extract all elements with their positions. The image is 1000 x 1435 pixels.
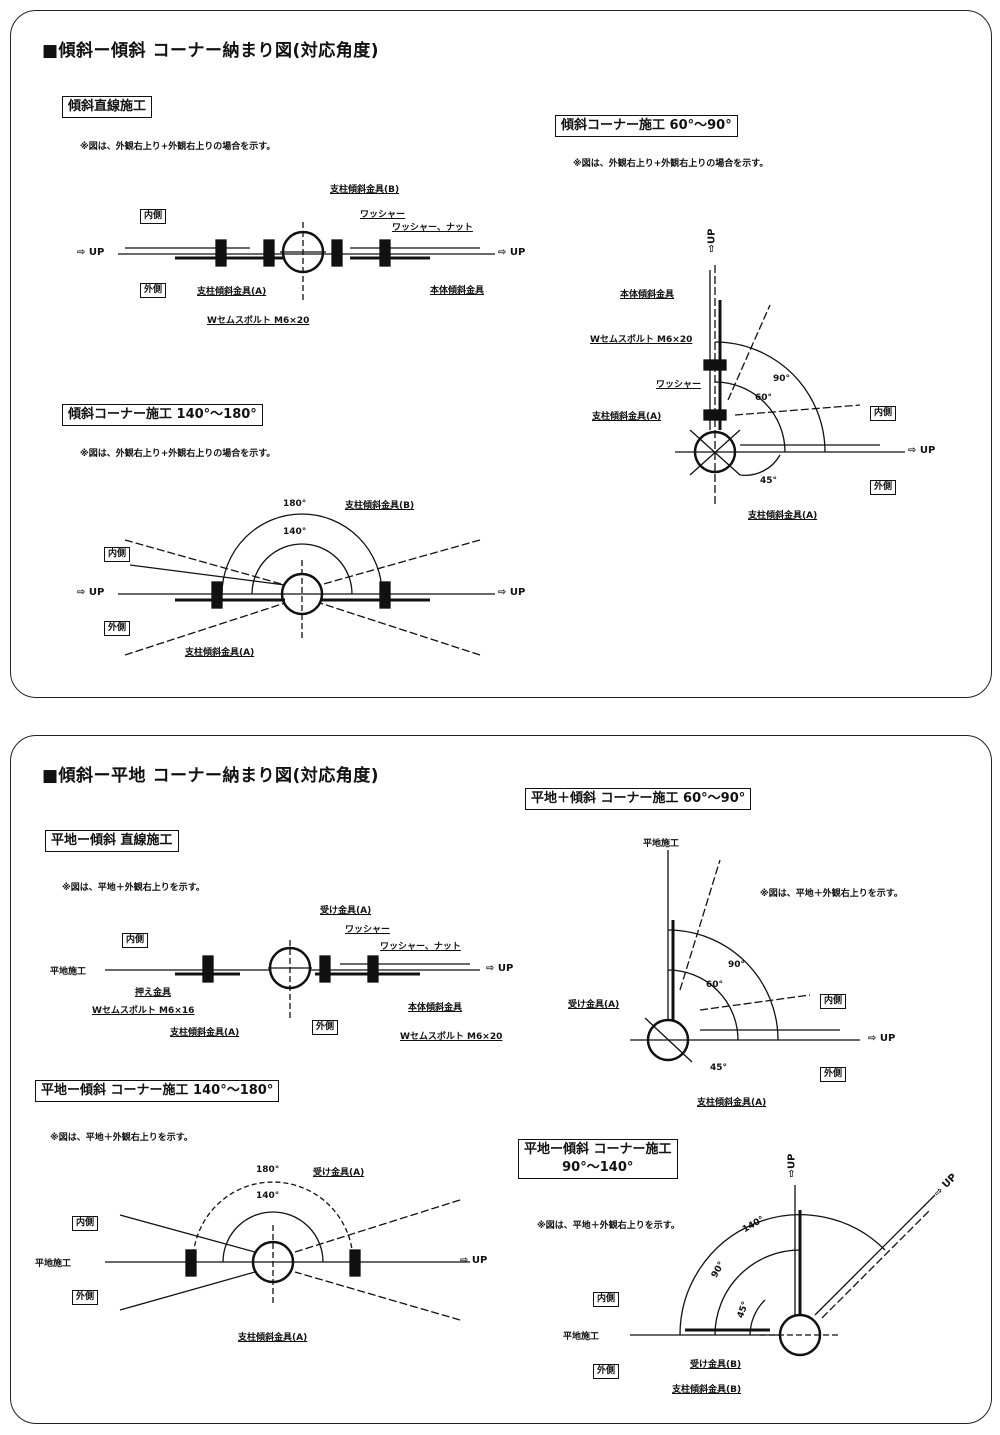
flat-construction-label: 平地施工 — [563, 1332, 600, 1342]
part-label: 支柱傾斜金具(A) — [170, 1028, 240, 1038]
up-arrow-right: ⇨ UP — [498, 587, 526, 598]
note: ※図は、平地＋外観右上りを示す。 — [50, 1133, 193, 1143]
section-title-line2: 90°〜140° — [562, 1160, 634, 1175]
part-label: ワッシャー — [345, 925, 391, 935]
part-label: 支柱傾斜金具(A) — [185, 648, 255, 658]
section-title: 傾斜コーナー施工 60°〜90° — [555, 115, 738, 137]
drawing-flat-corner-60 — [630, 850, 860, 1063]
part-label: 支柱傾斜金具(A) — [697, 1098, 767, 1108]
inner-side-label: 内側 — [140, 209, 167, 224]
part-label: ワッシャー、ナット — [392, 223, 473, 233]
inner-side-label: 内側 — [870, 406, 897, 421]
part-label: 受け金具(A) — [568, 1000, 620, 1010]
part-label: Wセムスボルト M6×16 — [92, 1006, 195, 1016]
part-label: ワッシャー、ナット — [380, 942, 461, 952]
outer-side-label: 外側 — [312, 1020, 339, 1035]
up-arrow-right: ⇨ UP — [498, 247, 526, 258]
up-arrow-right: ⇨ UP — [868, 1033, 896, 1044]
drawing-flat-corner-90 — [630, 1185, 936, 1357]
section-title: 平地ー傾斜 コーナー施工 90°〜140° — [518, 1139, 678, 1179]
note: ※図は、平地＋外観右上りを示す。 — [537, 1221, 680, 1231]
outer-side-label: 外側 — [104, 621, 131, 636]
inner-side-label: 内側 — [593, 1292, 620, 1307]
inner-side-label: 内側 — [104, 547, 131, 562]
panel-slope-flat — [10, 735, 992, 1424]
note: ※図は、平地＋外観右上りを示す。 — [62, 883, 205, 893]
part-label: 受け金具(B) — [690, 1360, 742, 1370]
up-arrow-right: ⇨ UP — [908, 445, 936, 456]
part-label: 支柱傾斜金具(A) — [197, 287, 267, 297]
angle-label: 60° — [755, 393, 773, 403]
angle-label: 60° — [706, 980, 724, 990]
inner-side-label: 内側 — [820, 994, 847, 1009]
part-label: ワッシャー — [360, 210, 406, 220]
part-label: 支柱傾斜金具(A) — [238, 1333, 308, 1343]
panel-title: ■傾斜ー平地 コーナー納まり図(対応角度) — [42, 766, 380, 786]
drawing-slope-straight — [118, 222, 495, 300]
panel-slope-slope — [10, 10, 992, 698]
drawing-slope-corner-140 — [118, 513, 495, 656]
drawing-slope-corner-60 — [675, 265, 905, 505]
part-label: 支柱傾斜金具(B) — [345, 501, 415, 511]
outer-side-label: 外側 — [72, 1290, 99, 1305]
up-arrow-vertical: ⇨UP — [786, 1153, 798, 1178]
flat-construction-label: 平地施工 — [643, 839, 680, 849]
inner-side-label: 内側 — [122, 933, 149, 948]
part-label: 受け金具(A) — [320, 906, 372, 916]
drawing-flat-straight — [105, 940, 480, 1018]
note: ※図は、外観右上り+外観右上りの場合を示す。 — [80, 449, 276, 459]
part-label: 支柱傾斜金具(A) — [748, 511, 818, 521]
panel-title: ■傾斜ー傾斜 コーナー納まり図(対応角度) — [42, 41, 380, 61]
up-arrow-right: ⇨ UP — [486, 963, 514, 974]
part-label: 本体傾斜金具 — [408, 1003, 463, 1013]
outer-side-label: 外側 — [593, 1364, 620, 1379]
part-label: Wセムスボルト M6×20 — [207, 316, 310, 326]
note: ※図は、外観右上り+外観右上りの場合を示す。 — [573, 159, 769, 169]
angle-label: 140° — [283, 527, 307, 537]
part-label: 支柱傾斜金具(B) — [330, 185, 400, 195]
part-label: 本体傾斜金具 — [430, 286, 485, 296]
section-title: 平地ー傾斜 直線施工 — [45, 830, 179, 852]
up-arrow-left: ⇨ UP — [77, 587, 105, 598]
note: ※図は、平地＋外観右上りを示す。 — [760, 889, 903, 899]
angle-label: 180° — [256, 1165, 280, 1175]
part-label: Wセムスボルト M6×20 — [590, 335, 693, 345]
outer-side-label: 外側 — [820, 1067, 847, 1082]
outer-side-label: 外側 — [140, 283, 167, 298]
drawing-flat-corner-140 — [105, 1181, 470, 1321]
section-title-line1: 平地ー傾斜 コーナー施工 — [524, 1142, 672, 1157]
note: ※図は、外観右上り+外観右上りの場合を示す。 — [80, 142, 276, 152]
angle-label: 90° — [728, 960, 746, 970]
angle-label: 45° — [710, 1063, 728, 1073]
part-label: ワッシャー — [656, 380, 702, 390]
part-label: Wセムスボルト M6×20 — [400, 1032, 503, 1042]
part-label: 受け金具(A) — [313, 1168, 365, 1178]
part-label: 支柱傾斜金具(B) — [672, 1385, 742, 1395]
section-title: 傾斜コーナー施工 140°〜180° — [62, 404, 263, 426]
part-label: 支柱傾斜金具(A) — [592, 412, 662, 422]
section-title: 傾斜直線施工 — [62, 96, 153, 118]
section-title: 平地ー傾斜 コーナー施工 140°〜180° — [35, 1080, 280, 1102]
up-arrow-right: ⇨ UP — [460, 1255, 488, 1266]
up-arrow-vertical: ⇨UP — [706, 228, 718, 253]
up-arrow-left: ⇨ UP — [77, 247, 105, 258]
angle-label: 140° — [256, 1191, 280, 1201]
flat-construction-label: 平地施工 — [50, 967, 87, 977]
part-label: 押え金具 — [135, 988, 172, 998]
part-label: 本体傾斜金具 — [620, 290, 675, 300]
flat-construction-label: 平地施工 — [35, 1259, 72, 1269]
angle-label: 180° — [283, 499, 307, 509]
angle-label: 90° — [773, 374, 791, 384]
section-title: 平地＋傾斜 コーナー施工 60°〜90° — [525, 788, 752, 810]
outer-side-label: 外側 — [870, 480, 897, 495]
inner-side-label: 内側 — [72, 1216, 99, 1231]
angle-label: 45° — [760, 476, 778, 486]
